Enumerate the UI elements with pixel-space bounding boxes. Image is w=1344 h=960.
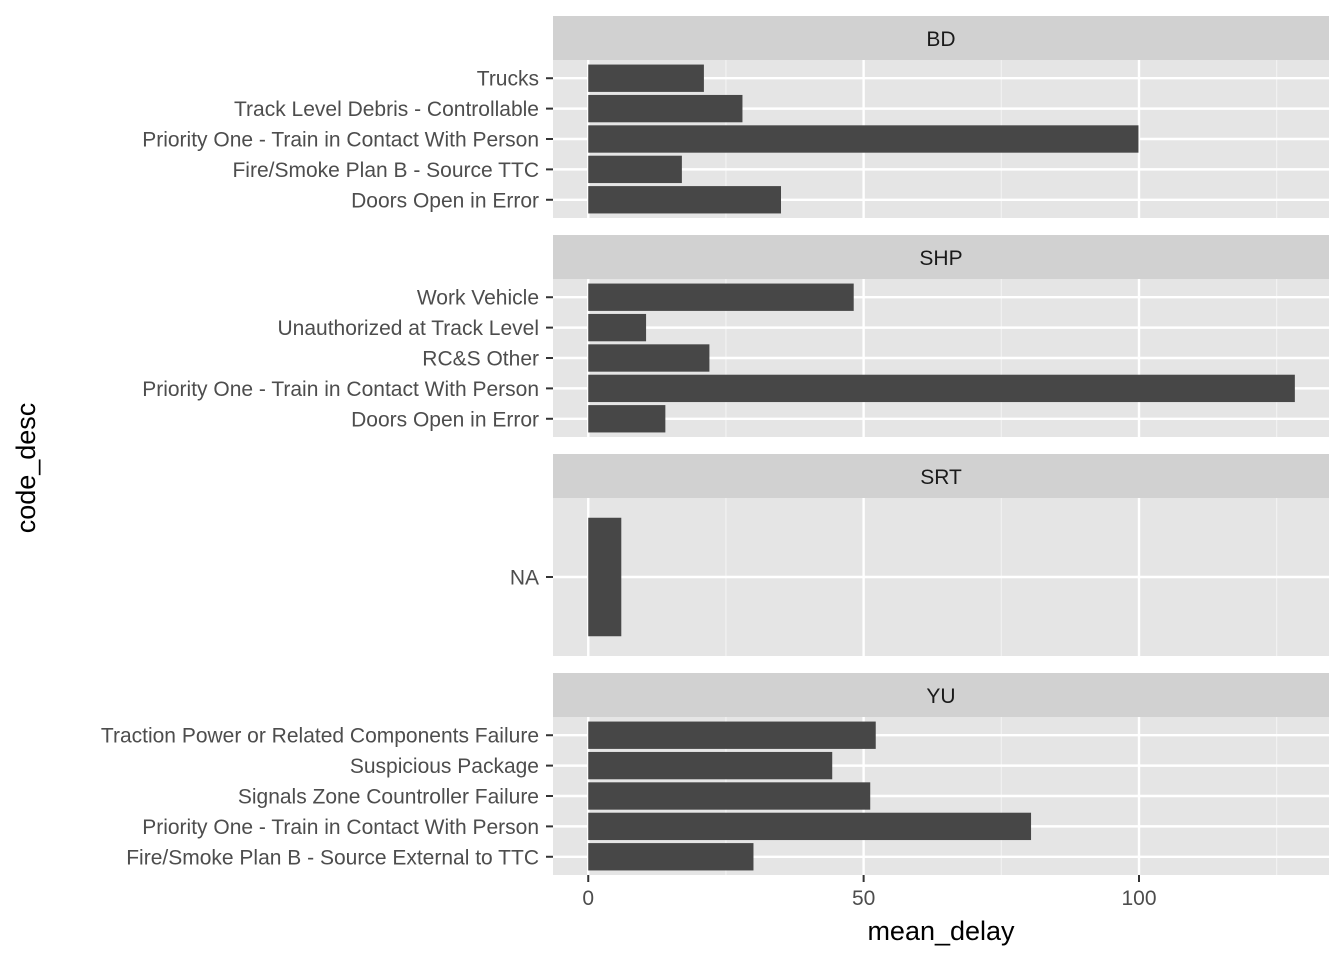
x-axis: 0 50 100	[582, 875, 1157, 910]
bar	[588, 721, 876, 749]
y-tick-label: Track Level Debris - Controllable	[234, 98, 539, 121]
bar	[588, 782, 871, 810]
x-tick-label: 50	[852, 887, 875, 910]
y-tick-label: Doors Open in Error	[351, 408, 539, 431]
bar	[588, 186, 782, 214]
facet-strip-label: BD	[926, 28, 955, 51]
bar	[588, 94, 743, 123]
y-tick-label: RC&S Other	[422, 348, 539, 371]
y-tick-label: Unauthorized at Track Level	[278, 317, 539, 340]
bar	[588, 283, 854, 311]
facet-bd: BD Trucks Track Level Debris - Controllabl…	[142, 16, 1329, 218]
facet-yu: YU Traction Power or Related Components F…	[101, 673, 1329, 875]
facet-shp: SHP Work Vehicle Unauthorized at Track Lev…	[142, 235, 1329, 437]
bar	[588, 64, 704, 92]
x-tick-label: 0	[582, 887, 594, 910]
y-axis-title: code_desc	[11, 403, 41, 534]
facet-strip-label: SRT	[920, 466, 962, 489]
y-tick-label: Priority One - Train in Contact With Per…	[142, 816, 539, 839]
facet-strip	[553, 235, 1329, 279]
y-tick-label: Priority One - Train in Contact With Per…	[142, 129, 539, 152]
facet-srt: SRT NA	[510, 454, 1329, 656]
y-tick-label: Fire/Smoke Plan B - Source External to T…	[126, 846, 539, 869]
x-axis-title: mean_delay	[867, 916, 1015, 946]
bar	[588, 374, 1295, 403]
bar	[588, 812, 1032, 841]
y-tick-label: Trucks	[477, 68, 539, 91]
facet-strip	[553, 16, 1329, 60]
y-tick-label: Priority One - Train in Contact With Per…	[142, 378, 539, 401]
y-tick-label: NA	[510, 567, 539, 590]
y-tick-label: Traction Power or Related Components Fai…	[101, 725, 539, 748]
y-tick-label: Fire/Smoke Plan B - Source TTC	[232, 159, 539, 182]
facet-strip	[553, 673, 1329, 717]
bar	[588, 344, 710, 372]
bar	[588, 517, 622, 637]
y-tick-label: Suspicious Package	[350, 755, 539, 778]
y-tick-label: Doors Open in Error	[351, 189, 539, 212]
y-tick-label: Work Vehicle	[417, 287, 539, 310]
x-tick-label: 100	[1121, 887, 1156, 910]
y-tick-label: Signals Zone Countroller Failure	[238, 786, 539, 809]
facet-strip-label: YU	[926, 685, 955, 708]
bar	[588, 405, 666, 433]
facet-strip	[553, 454, 1329, 498]
facet-strip-label: SHP	[919, 247, 962, 270]
bar	[588, 751, 833, 780]
facet-panels: BD Trucks Track Level Debris - Controllabl…	[101, 16, 1329, 875]
bar	[588, 125, 1139, 153]
bar	[588, 843, 754, 871]
bar	[588, 155, 682, 184]
bar	[588, 313, 647, 342]
